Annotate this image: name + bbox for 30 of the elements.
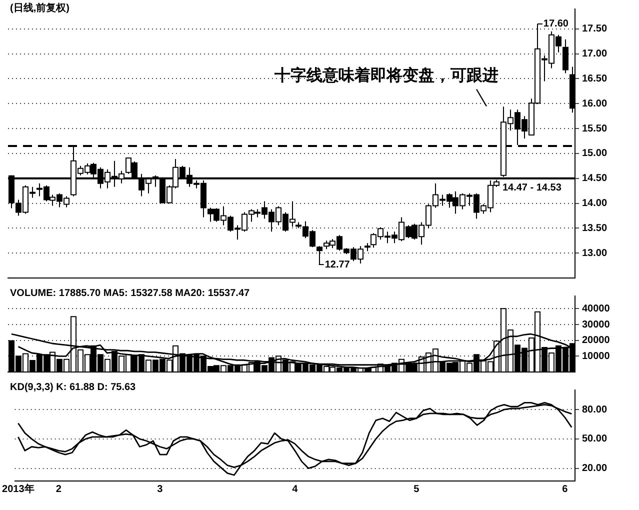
y-tick-label: 16.00 bbox=[582, 98, 608, 110]
y-tick-label: 50.00 bbox=[582, 434, 608, 445]
x-tick-label: 6 bbox=[562, 484, 568, 495]
y-tick-label: 40000 bbox=[582, 303, 610, 314]
y-tick-label: 20000 bbox=[582, 335, 610, 346]
y-tick-label: 13.50 bbox=[582, 222, 608, 234]
y-tick-label: 20.00 bbox=[582, 463, 608, 474]
annotation: 14.47 - 14.53 bbox=[502, 182, 562, 194]
annotation: 十字线意味着即将变盘，可跟进 bbox=[273, 66, 498, 85]
x-tick-label: 2013年 bbox=[2, 482, 34, 495]
x-tick-label: 5 bbox=[414, 484, 420, 495]
y-tick-label: 30000 bbox=[582, 319, 610, 330]
annotation: 17.60 bbox=[543, 18, 569, 30]
x-tick-label: 3 bbox=[157, 484, 164, 495]
y-tick-label: 16.50 bbox=[582, 73, 608, 84]
y-tick-label: 15.50 bbox=[582, 123, 608, 134]
y-tick-label: 14.50 bbox=[582, 173, 608, 184]
chart-title: KD(9,3,3) K: 61.88 D: 75.63 bbox=[10, 382, 136, 393]
y-tick-label: 15.00 bbox=[582, 148, 608, 160]
y-tick-label: 80.00 bbox=[582, 404, 608, 416]
y-tick-label: 10000 bbox=[582, 350, 610, 362]
annotation: 12.77 bbox=[324, 259, 350, 270]
y-tick-label: 14.00 bbox=[582, 198, 608, 210]
x-tick-label: 4 bbox=[292, 484, 298, 495]
chart-title: VOLUME: 17885.70 MA5: 15327.58 MA20: 15537.47 bbox=[10, 288, 250, 299]
y-tick-label: 13.00 bbox=[582, 248, 608, 259]
y-tick-label: 17.00 bbox=[582, 48, 608, 60]
y-tick-label: 17.50 bbox=[582, 24, 608, 35]
chart-title: (日线,前复权) bbox=[10, 2, 70, 15]
x-tick-label: 2 bbox=[56, 484, 62, 495]
